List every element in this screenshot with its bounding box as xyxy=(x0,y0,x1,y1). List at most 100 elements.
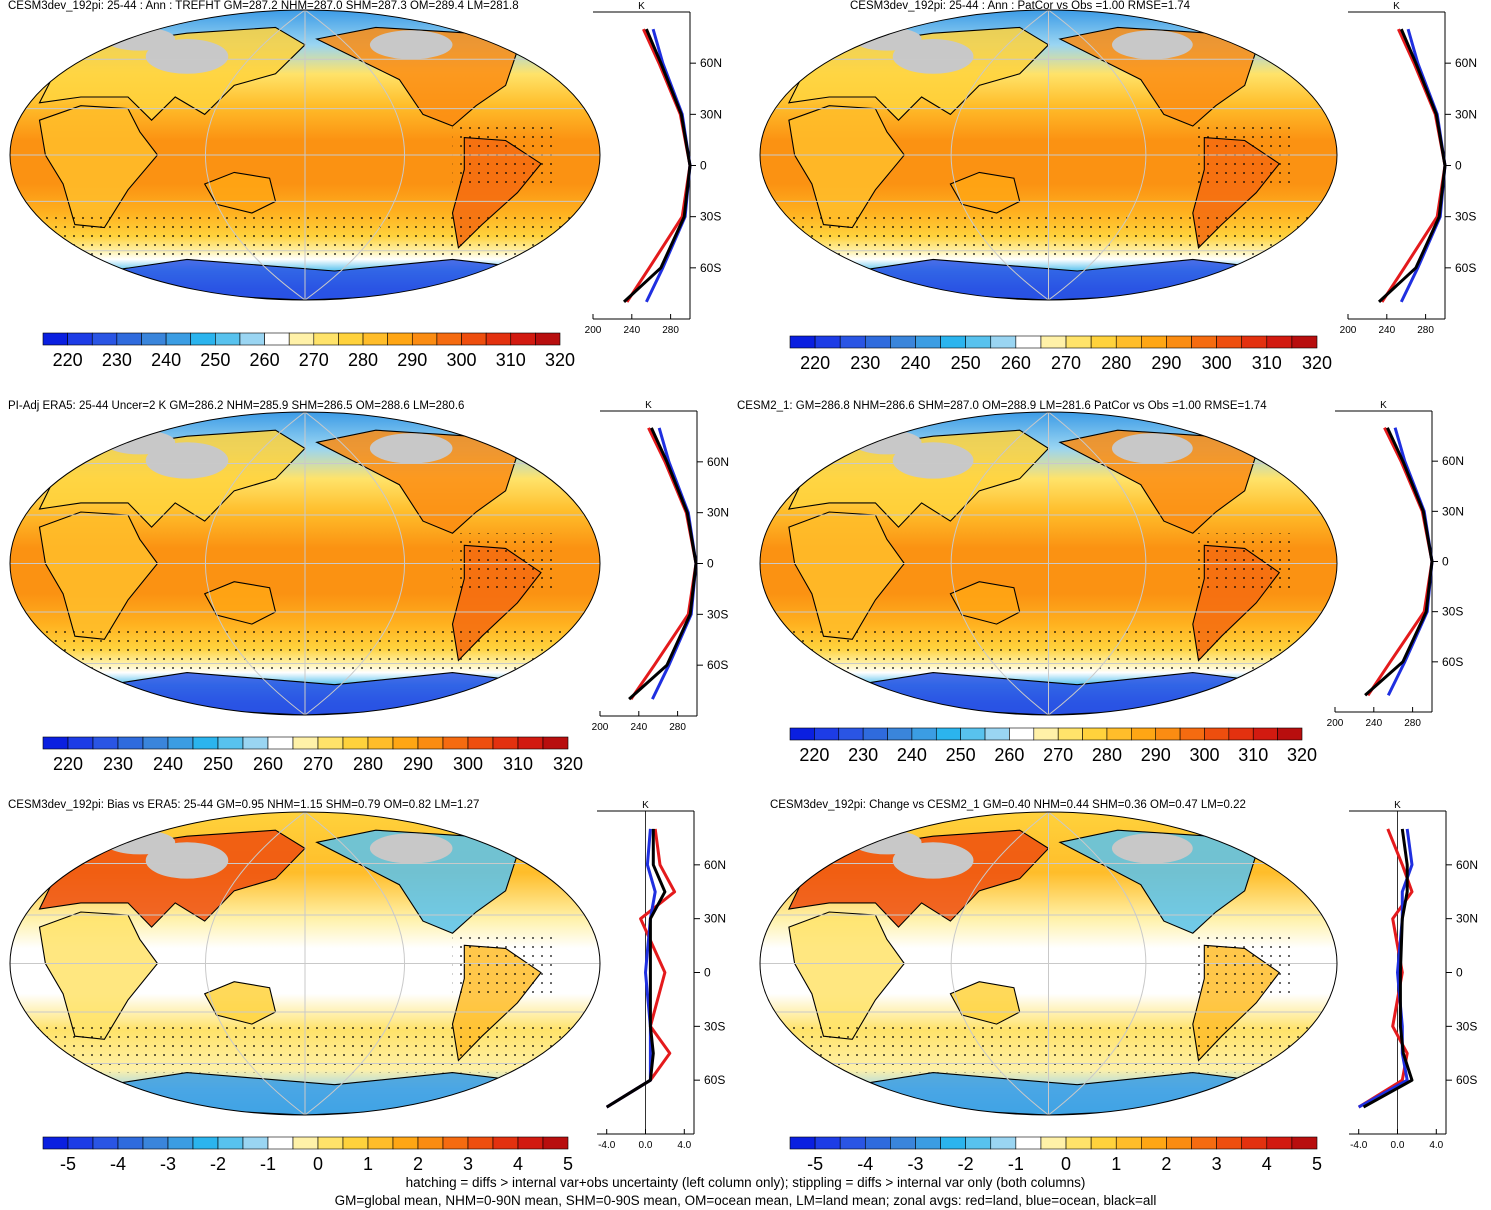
colorbar-label: 250 xyxy=(200,350,230,370)
zonal-x-tick-label: 4.0 xyxy=(677,1140,691,1151)
colorbar-label: 260 xyxy=(253,754,283,774)
colorbar-swatch xyxy=(864,335,891,349)
colorbar-label: 5 xyxy=(563,1154,573,1174)
lat-tick-label: 30S xyxy=(704,1019,725,1033)
colorbar-label: -1 xyxy=(1008,1154,1024,1174)
colorbar-swatch xyxy=(264,332,290,346)
colorbar-label: 260 xyxy=(250,350,280,370)
graticule xyxy=(760,10,1337,300)
zonal-unit-label: K xyxy=(638,1,645,12)
colorbar-swatch xyxy=(42,1136,69,1150)
colorbar-label: 320 xyxy=(1287,745,1317,765)
graticule xyxy=(10,10,600,300)
colorbar-label: 290 xyxy=(397,350,427,370)
colorbar-swatch xyxy=(517,1136,544,1150)
lat-tick-label: 0 xyxy=(707,557,714,571)
colorbar-swatch xyxy=(167,736,194,750)
lat-tick-label: 60S xyxy=(707,658,728,672)
colorbar-2: 220 230 240 250 260 270 280 290 300 310 320 xyxy=(789,335,1332,373)
colorbar-label: 280 xyxy=(353,754,383,774)
colorbar-swatch xyxy=(1252,727,1278,741)
colorbar-6: -5 -4 -3 -2 -1 0 1 2 3 4 5 xyxy=(789,1136,1322,1174)
colorbar-swatch xyxy=(267,1136,294,1150)
colorbar-swatch xyxy=(1131,727,1157,741)
colorbar-swatch xyxy=(911,727,937,741)
zonal-unit-label: K xyxy=(645,400,652,411)
colorbar-label: 220 xyxy=(53,754,83,774)
colorbar-swatch xyxy=(1266,335,1293,349)
colorbar-swatch xyxy=(67,736,94,750)
zonal-x-tick-label: -4.0 xyxy=(1350,1140,1368,1151)
zonal-unit-label: K xyxy=(1393,1,1400,12)
lat-tick-label: 60N xyxy=(1456,858,1478,872)
masked-area xyxy=(1111,433,1193,464)
colorbar-swatch xyxy=(915,335,941,349)
map-4 xyxy=(760,412,1337,715)
colorbar-label: 260 xyxy=(1001,353,1031,373)
lat-tick-label: 30S xyxy=(1456,1019,1477,1033)
colorbar-swatch xyxy=(342,1136,369,1150)
colorbar-swatch xyxy=(814,335,841,349)
masked-area xyxy=(145,842,229,879)
zonal-panel-4: K 60N 30N 0 30S 60S 200 240 280 xyxy=(1327,400,1464,729)
colorbar-swatch xyxy=(217,1136,244,1150)
continent-africa xyxy=(788,911,905,1040)
colorbar-label: 240 xyxy=(153,754,183,774)
panel-5: CESM3dev_192pi: Bias vs ERA5: 25-44 GM=0… xyxy=(8,799,601,1116)
lat-tick-label: 60N xyxy=(1442,454,1464,468)
colorbar-label: 0 xyxy=(313,1154,323,1174)
lat-tick-label: 60N xyxy=(707,455,729,469)
colorbar-swatch xyxy=(485,332,512,346)
zonal-panel-5: K 60N 30N 0 30S 60S -4.0 0.0 4.0 xyxy=(597,800,726,1151)
colorbar-label: 250 xyxy=(951,353,981,373)
colorbar-label: 300 xyxy=(447,350,477,370)
lat-tick-label: 30S xyxy=(707,607,728,621)
colorbar-swatch xyxy=(1241,1136,1268,1150)
map-1 xyxy=(10,10,600,300)
colorbar-swatch xyxy=(890,1136,916,1150)
colorbar-label: 1 xyxy=(1111,1154,1121,1174)
lat-tick-label: 60S xyxy=(704,1073,725,1087)
continent-africa xyxy=(38,511,159,640)
graticule xyxy=(10,812,600,1115)
colorbar-label: 290 xyxy=(1141,745,1171,765)
colorbar-label: -5 xyxy=(807,1154,823,1174)
colorbar-swatch xyxy=(92,736,119,750)
lat-tick-label: 60S xyxy=(1456,1073,1477,1087)
colorbar-swatch xyxy=(165,332,192,346)
colorbar-label: 1 xyxy=(363,1154,373,1174)
colorbar-swatch xyxy=(338,332,364,346)
colorbar-label: 320 xyxy=(553,754,583,774)
colorbar-swatch xyxy=(1015,1136,1042,1150)
zonal-unit-label: K xyxy=(642,800,649,811)
colorbar-swatch xyxy=(242,736,269,750)
colorbar-swatch xyxy=(535,332,561,346)
colorbar-swatch xyxy=(239,332,265,346)
colorbar-swatch xyxy=(1141,1136,1167,1150)
zonal-x-tick-label: 0.0 xyxy=(1391,1140,1405,1151)
colorbar-swatch xyxy=(1082,727,1108,741)
lat-tick-label: 60N xyxy=(1455,56,1477,70)
colorbar-swatch xyxy=(42,736,69,750)
lat-tick-label: 30S xyxy=(700,210,721,224)
panel-4: CESM2_1: GM=286.8 NHM=286.6 SHM=287.0 OM… xyxy=(737,400,1338,716)
colorbar-swatch xyxy=(839,1136,866,1150)
colorbar-swatch xyxy=(839,335,866,349)
panel-title: CESM3dev_192pi: 25-44 : Ann : TREFHT GM=… xyxy=(8,0,519,12)
graticule xyxy=(760,812,1337,1115)
panel-title: CESM3dev_192pi: Change vs CESM2_1 GM=0.4… xyxy=(770,799,1246,811)
colorbar-label: 290 xyxy=(1151,353,1181,373)
zonal-x-tick-label: 240 xyxy=(630,722,647,733)
colorbar-swatch xyxy=(1057,727,1083,741)
footnote-hatching: hatching = diffs > internal var+obs unce… xyxy=(405,1175,1086,1190)
colorbar-label: 250 xyxy=(946,745,976,765)
colorbar-swatch xyxy=(1115,1136,1142,1150)
zonal-x-tick-label: 4.0 xyxy=(1429,1140,1443,1151)
colorbar-label: 280 xyxy=(1092,745,1122,765)
colorbar-swatch xyxy=(342,736,369,750)
masked-area xyxy=(892,842,974,879)
colorbar-swatch xyxy=(167,1136,194,1150)
map-border xyxy=(9,811,601,1116)
colorbar-swatch xyxy=(814,727,840,741)
colorbar-label: 300 xyxy=(1189,745,1219,765)
